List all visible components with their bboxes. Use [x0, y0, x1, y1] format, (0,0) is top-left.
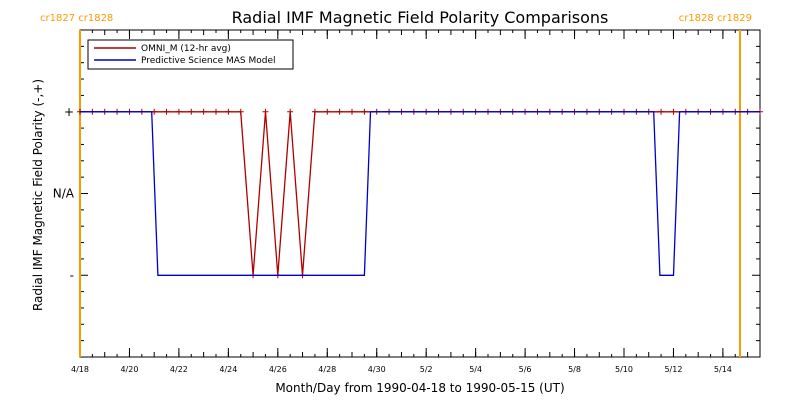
omni-data-point [225, 108, 232, 115]
series-layer [77, 108, 763, 279]
x-tick-label: 4/24 [219, 365, 237, 374]
legend-label-omni: OMNI_M (12-hr avg) [141, 44, 231, 54]
chart-title: Radial IMF Magnetic Field Polarity Compa… [232, 8, 609, 27]
carrington-label-right: cr1828 cr1829 [679, 13, 752, 24]
omni-data-point [324, 108, 331, 115]
carrington-label-left: cr1827 cr1828 [40, 13, 113, 24]
omni-data-point [658, 108, 665, 115]
mas-series-line [80, 111, 760, 276]
omni-data-point [163, 108, 170, 115]
x-axis: 4/18 4/20 4/22 4/24 4/26 4/28 4/30 5/2 5/4 5/6 5/8… [71, 30, 761, 374]
omni-data-point [188, 108, 195, 115]
y-tick-label: N/A [53, 187, 75, 201]
x-tick-label: 4/18 [71, 365, 89, 374]
x-axis-title: Month/Day from 1990-04-18 to 1990-05-15 … [275, 381, 564, 395]
x-tick-label: 5/4 [469, 365, 482, 374]
omni-data-point [200, 108, 207, 115]
x-tick-label: 5/8 [568, 365, 581, 374]
x-tick-label: 4/26 [269, 365, 287, 374]
y-tick-label: + [64, 105, 74, 119]
omni-data-point [287, 108, 294, 115]
legend-box [87, 39, 294, 70]
x-tick-label: 4/28 [318, 365, 336, 374]
y-axis-title: Radial IMF Magnetic Field Polarity (-,+) [31, 79, 45, 311]
legend: OMNI_M (12-hr avg) Predictive Science MA… [87, 39, 294, 70]
omni-data-point [262, 108, 269, 115]
x-tick-label: 4/30 [368, 365, 386, 374]
omni-data-point [361, 108, 368, 115]
omni-data-point [213, 108, 219, 115]
x-tick-label: 5/2 [420, 365, 433, 374]
x-tick-label: 4/20 [120, 365, 138, 374]
x-tick-label: 5/14 [714, 365, 732, 374]
omni-data-point [175, 108, 182, 115]
x-tick-label: 5/6 [519, 365, 532, 374]
omni-data-point [311, 108, 318, 115]
omni-data-point [670, 108, 677, 115]
legend-label-mas: Predictive Science MAS Model [141, 56, 276, 66]
y-tick-label: - [70, 268, 74, 282]
omni-data-point [237, 108, 244, 115]
omni-data-point [349, 108, 355, 115]
x-tick-label: 4/22 [170, 365, 188, 374]
carrington-markers [79, 30, 741, 357]
x-tick-label: 5/12 [664, 365, 682, 374]
omni-data-point [336, 108, 343, 115]
x-tick-label: 5/10 [615, 365, 633, 374]
